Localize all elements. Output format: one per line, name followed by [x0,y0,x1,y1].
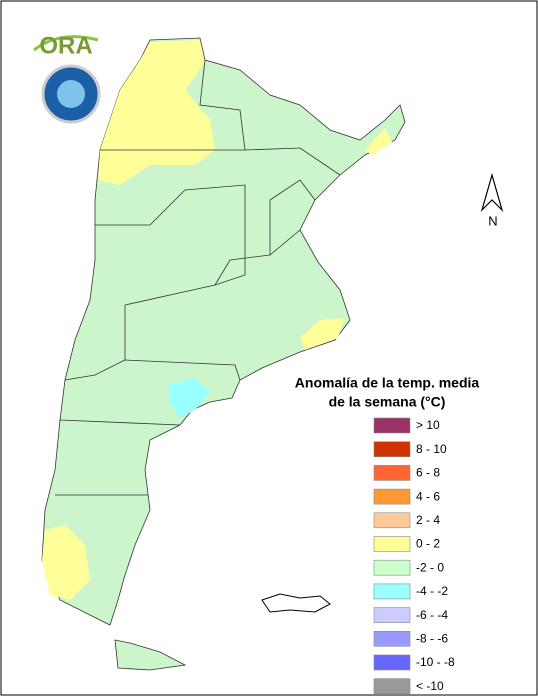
emblem-center [57,80,85,108]
legend-swatch [373,630,411,647]
tierra-del-fuego [114,639,187,671]
legend-label: -8 - -6 [416,631,448,645]
patch-warm [98,40,215,185]
legend-swatch [373,559,411,576]
patch-warm [300,318,345,350]
province-border [214,229,301,286]
province-border [64,305,126,381]
logo-swoosh [33,35,99,52]
patch-cool [168,378,210,418]
legend-label: 8 - 10 [416,442,447,456]
legend-swatch [373,417,411,434]
islands [261,593,331,613]
legend-label: < -10 [416,679,444,693]
legend-label: -6 - -4 [416,608,448,622]
legend-swatch [373,654,411,671]
province-border [269,179,316,255]
legend-swatch [373,465,411,481]
legend-label: -2 - 0 [416,560,444,574]
legend-swatch [373,536,411,552]
north-label: N [488,213,497,228]
province-border [59,419,181,426]
legend-label: 0 - 2 [416,537,440,551]
legend-title: Anomalía de la temp. media [295,375,480,391]
north-arrow [480,172,504,213]
legend-label: 2 - 4 [416,513,440,527]
legend-label: -4 - -2 [416,584,448,598]
logo-text: ORA [39,32,92,59]
patch-warm [42,525,90,600]
legend-label: > 10 [416,418,440,432]
province-border [100,147,341,176]
legend: Anomalía de la temp. media de la semana … [295,375,480,695]
legend-swatch [373,441,411,458]
legend-swatch [373,583,411,600]
legend-swatch [373,512,411,529]
legend-swatch [373,488,411,505]
patch-warm [365,128,392,155]
legend-label: 4 - 6 [416,489,440,503]
province-border [124,359,241,381]
legend-swatch [373,607,411,623]
legend-title: de la semana (°C) [329,394,446,410]
legend-swatch [373,678,411,695]
legend-label: 6 - 8 [416,466,440,480]
legend-label: -10 - -8 [416,655,455,669]
province-border [199,59,246,151]
